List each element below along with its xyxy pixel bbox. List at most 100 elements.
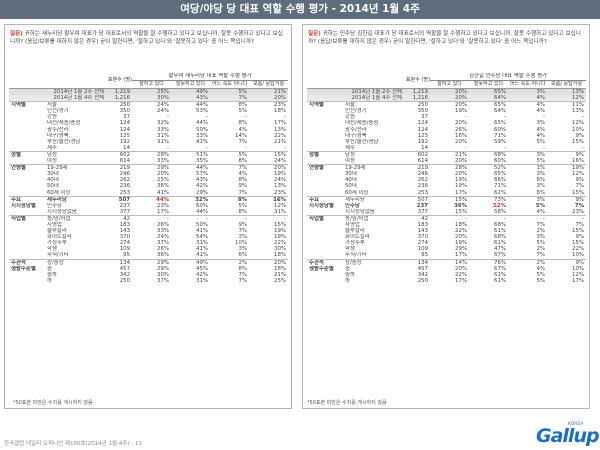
- sample-size-cell: 236: [417, 183, 428, 190]
- percent-cell: 42%: [196, 183, 208, 190]
- percent-cell: 3%: [508, 88, 547, 96]
- percent-cell: 5%: [210, 150, 249, 159]
- percent-cell: 9%: [575, 132, 584, 139]
- percent-cell: 20%: [430, 101, 469, 109]
- percent-cell: 50%: [196, 221, 208, 228]
- row-label: 강원: [345, 114, 355, 121]
- table-row: 무직/기타 95 17% 67% 7% 10%: [307, 252, 586, 259]
- percent-cell: 4%: [536, 265, 545, 272]
- table-row: 학생 109 29% 47% 2% 22%: [307, 246, 586, 252]
- table-row: 화이트칼라 370 20% 68% 3% 9%: [307, 234, 586, 240]
- row-category: [307, 158, 342, 165]
- percent-cell: 36%: [157, 252, 169, 259]
- row-label: 학생: [47, 246, 57, 253]
- percent-cell: 54%: [196, 234, 208, 241]
- sample-size-cell: 236: [119, 183, 130, 190]
- sample-size-cell: 109: [119, 246, 130, 253]
- sample-size-cell: 350: [417, 108, 428, 115]
- table-row: 중하 342 30% 42% 7% 21%: [9, 272, 288, 278]
- row-label: 남성: [342, 150, 404, 159]
- row-label: 무직/기타: [345, 252, 367, 259]
- row-label: 새누리당: [342, 195, 404, 203]
- percent-cell: 6%: [238, 252, 247, 259]
- row-label: 민주당: [345, 202, 360, 209]
- table-row: 2014년 1월 2주 전체 1,219 25% 49% 5% 21%: [9, 88, 289, 96]
- percent-cell: 21%: [249, 88, 289, 96]
- percent-cell: 4%: [238, 171, 247, 178]
- percent-cell: 8%: [238, 158, 247, 165]
- row-category: 성별: [9, 150, 44, 159]
- percent-cell: 6%: [536, 177, 545, 184]
- percent-cell: 6%: [536, 189, 545, 196]
- percent-cell: 17%: [572, 277, 584, 284]
- results-table: 표본수 (명) 김한길 민주당 대표 역할 수행 평가 잘하고 있다 잘못하고 …: [307, 73, 586, 284]
- row-category: [307, 95, 342, 102]
- results-table: 표본수 (명) 황우여 새누리당 대표 역할 수행 평가 잘하고 있다 잘못하고…: [9, 73, 289, 284]
- row-category: 직업별: [307, 214, 342, 222]
- percent-cell: 28%: [132, 150, 171, 159]
- percent-cell: 17%: [455, 277, 467, 284]
- percent-cell: -: [132, 214, 171, 222]
- percent-cell: -: [469, 214, 508, 222]
- percent-cell: 31%: [274, 208, 287, 215]
- percent-cell: 26%: [157, 221, 169, 228]
- sample-size-cell: 183: [417, 221, 428, 228]
- percent-cell: 52%: [469, 164, 508, 172]
- sample-size-cell: 274: [417, 240, 428, 247]
- percent-cell: 20%: [430, 95, 469, 102]
- percent-cell: 60%: [494, 158, 506, 165]
- row-category: [9, 209, 44, 216]
- percent-cell: 2%: [536, 246, 545, 253]
- col-header: 잘못하고 있다: [175, 81, 206, 87]
- percent-cell: 4%: [536, 208, 545, 215]
- sample-size-cell: 262: [119, 177, 130, 184]
- table-row: 중하 342 22% 61% 5% 12%: [307, 272, 586, 278]
- question-body: 귀하는 새누리당 황우여 대표가 당 대표로서의 역할을 잘 수행하고 있다고 …: [10, 31, 283, 46]
- row-label: 새누리당: [44, 195, 106, 203]
- percent-cell: 8%: [238, 177, 247, 184]
- row-label: 2014년 1월 2주 전체: [342, 88, 404, 96]
- percent-cell: 19%: [455, 108, 467, 115]
- row-label: 60세 이상: [47, 189, 71, 196]
- percent-cell: 20%: [249, 164, 289, 172]
- left-panel: 질문) 귀하는 새누리당 황우여 대표가 당 대표로서의 역할을 잘 수행하고 …: [4, 24, 292, 409]
- row-label: 지지정당없음: [345, 208, 375, 215]
- percent-cell: 5%: [536, 138, 545, 145]
- percent-cell: 20%: [249, 258, 289, 266]
- percent-cell: 43%: [171, 95, 210, 102]
- percent-cell: 24%: [132, 101, 171, 109]
- row-label: 중하: [345, 271, 355, 278]
- sample-size-cell: 124: [119, 126, 130, 133]
- row-category: 지지정당별: [11, 202, 36, 209]
- percent-cell: 5%: [210, 88, 249, 96]
- percent-cell: 2%: [210, 258, 249, 266]
- percent-cell: 31%: [196, 277, 208, 284]
- sample-size-cell: 219: [404, 164, 430, 172]
- percent-cell: 3%: [536, 120, 545, 127]
- percent-cell: 23%: [274, 189, 287, 196]
- percent-cell: 8%: [238, 120, 247, 127]
- percent-cell: 59%: [494, 138, 506, 145]
- percent-cell: 22%: [274, 132, 287, 139]
- percent-cell: 2%: [508, 258, 547, 266]
- row-category: [307, 209, 342, 216]
- percent-cell: 24%: [157, 108, 169, 115]
- table-row: 여성 614 33% 35% 8% 24%: [9, 158, 288, 165]
- percent-cell: 11%: [547, 101, 586, 109]
- percent-cell: 3%: [508, 150, 547, 159]
- percent-cell: 9%: [238, 221, 247, 228]
- percent-cell: 51%: [171, 150, 210, 159]
- table-row: 2014년 1월 4주 전체 1,216 30% 43% 7% 20%: [9, 95, 289, 102]
- percent-cell: 17%: [455, 252, 467, 259]
- percent-cell: 12%: [274, 202, 287, 209]
- sample-size-cell: 143: [119, 228, 130, 235]
- percent-cell: 32%: [171, 195, 210, 203]
- percent-cell: -: [547, 214, 586, 222]
- percent-cell: 42%: [196, 271, 208, 278]
- page-title: 여당/야당 당 대표 역할 수행 평가 - 2014년 1월 4주: [0, 0, 600, 19]
- percent-cell: 33%: [157, 126, 169, 133]
- percent-cell: 44%: [171, 101, 210, 109]
- table-row: 주관적 상/중상 134 14% 76% 2% 9%: [307, 258, 586, 266]
- percent-cell: 31%: [196, 240, 208, 247]
- percent-cell: 19%: [274, 228, 287, 235]
